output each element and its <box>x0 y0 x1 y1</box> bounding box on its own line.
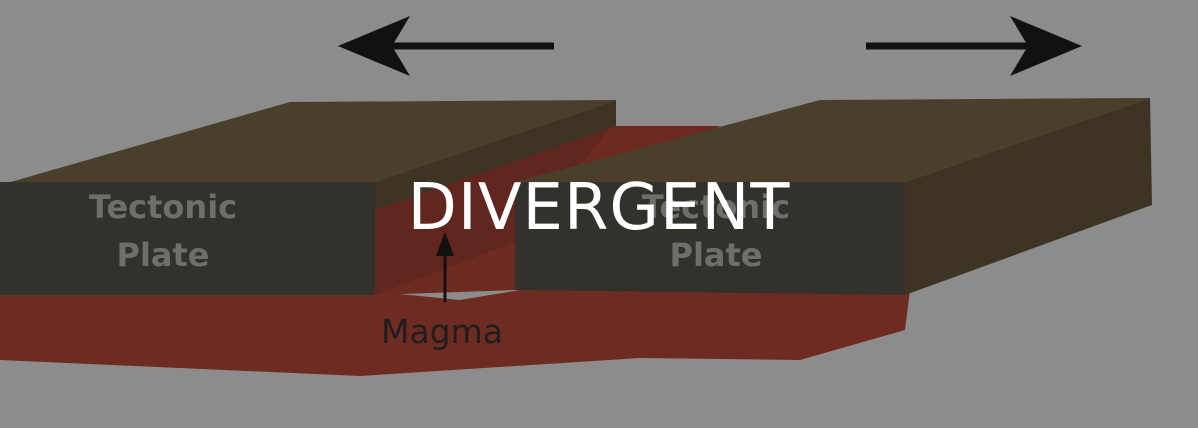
left-plate-label-line2: Plate <box>116 236 209 274</box>
left-plate <box>0 100 616 295</box>
right-plate-label-line1: Tectonic <box>642 188 790 226</box>
right-plate <box>515 98 1152 295</box>
page-title: DIVERGENT <box>407 171 791 245</box>
arrow-right-icon <box>866 16 1082 76</box>
magma-pointer-arrow <box>436 232 454 302</box>
right-plate-label-line2: Plate <box>669 236 762 274</box>
left-plate-label-line1: Tectonic <box>89 188 237 226</box>
magma-label: Magma <box>381 312 503 351</box>
arrow-left-icon <box>338 16 554 76</box>
